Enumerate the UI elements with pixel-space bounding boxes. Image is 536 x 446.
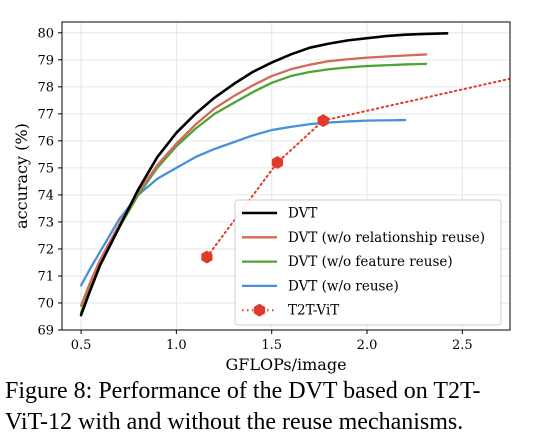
x-tick-label: 1.0 <box>166 338 187 353</box>
series-line-t2t-vit <box>205 77 510 259</box>
y-tick-label: 72 <box>37 242 54 257</box>
y-tick-label: 78 <box>37 80 54 95</box>
y-tick-label: 75 <box>37 161 54 176</box>
caption-line-1: Figure 8: Performance of the DVT based o… <box>5 378 481 404</box>
y-tick-label: 79 <box>37 53 54 68</box>
x-axis-label: GFLOPs/image <box>225 355 346 374</box>
t2t-vit-marker <box>201 250 213 264</box>
legend-label: DVT (w/o feature reuse) <box>288 254 453 270</box>
series-group <box>79 32 510 317</box>
y-tick-label: 69 <box>37 324 54 339</box>
x-tick-label: 0.5 <box>71 338 92 353</box>
legend-label: DVT (w/o reuse) <box>288 278 399 294</box>
y-tick-label: 74 <box>37 188 54 203</box>
legend-box <box>234 199 502 326</box>
series-line-dvt-w-o-reuse <box>79 118 407 287</box>
t2t-vit-marker <box>317 114 329 128</box>
x-tick-label: 2.5 <box>452 338 473 353</box>
legend-label: T2T-ViT <box>288 303 339 319</box>
caption-line-2: ViT-12 with and without the reuse mechan… <box>5 409 464 435</box>
y-tick-label: 80 <box>37 26 54 41</box>
ticks-group: 0.5 1.0 1.5 2.0 2.5 69 70 71 72 73 74 75 76 77 78 79 80 <box>37 26 472 353</box>
legend-label: DVT <box>288 206 317 222</box>
y-tick-label: 76 <box>37 134 54 149</box>
x-tick-label: 2.0 <box>357 338 378 353</box>
y-tick-label: 71 <box>37 269 54 284</box>
t2t-vit-marker <box>271 156 284 169</box>
x-tick-label: 1.5 <box>261 338 282 353</box>
y-tick-label: 73 <box>37 215 54 230</box>
series-line-dvt <box>79 32 449 317</box>
markers-group <box>201 114 329 264</box>
figure-caption: Figure 8: Performance of the DVT based o… <box>5 376 533 438</box>
legend-marker <box>253 303 266 317</box>
plot-frame <box>61 21 511 331</box>
legend-label: DVT (w/o relationship reuse) <box>288 230 485 246</box>
y-axis-label: accuracy (%) <box>12 123 31 229</box>
legend: DVT DVT (w/o relationship reuse) DVT (w/o … <box>234 199 502 326</box>
y-tick-label: 77 <box>37 107 54 122</box>
y-tick-label: 70 <box>37 296 54 311</box>
chart: 0.5 1.0 1.5 2.0 2.5697071727374757677787980 … <box>12 21 511 374</box>
